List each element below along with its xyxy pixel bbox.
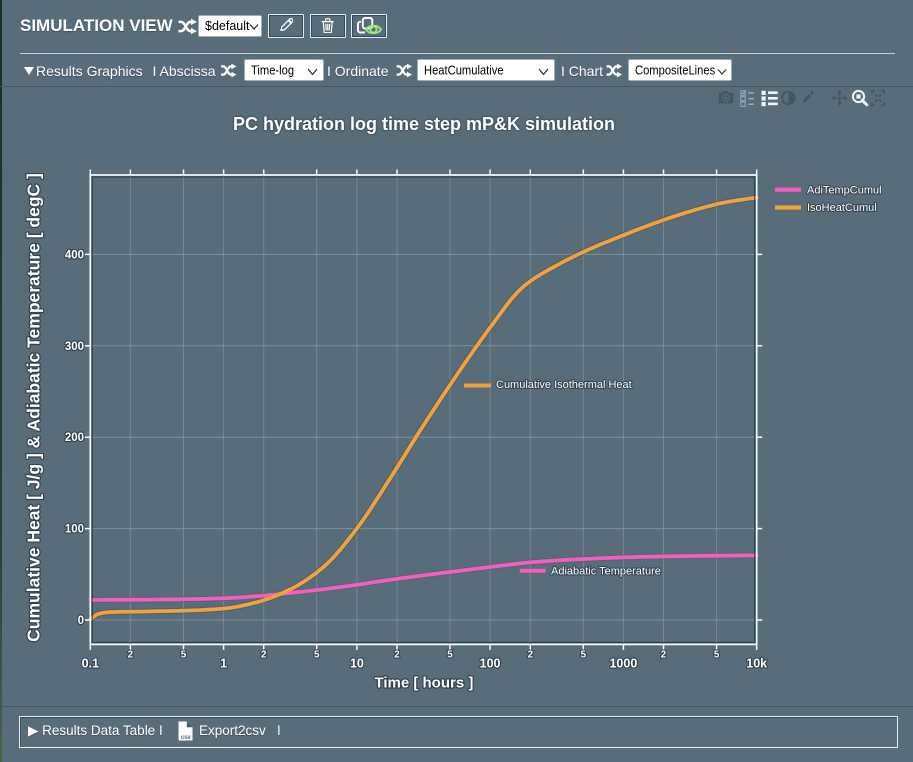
svg-text:2: 2	[128, 650, 134, 661]
svg-text:1: 1	[220, 657, 227, 671]
svg-text:5: 5	[447, 650, 453, 661]
svg-text:IsoHeatCumul: IsoHeatCumul	[807, 202, 877, 214]
svg-text:csv: csv	[181, 733, 191, 740]
svg-text:5: 5	[581, 650, 587, 661]
svg-text:AdiTempCumul: AdiTempCumul	[807, 184, 882, 196]
svg-text:5: 5	[714, 650, 720, 661]
svg-text:5: 5	[314, 650, 320, 661]
svg-text:2: 2	[661, 650, 667, 661]
svg-text:2: 2	[528, 650, 534, 661]
svg-text:100: 100	[65, 524, 84, 536]
svg-text:0: 0	[78, 615, 84, 627]
svg-text:200: 200	[65, 432, 84, 444]
svg-text:5: 5	[181, 650, 187, 661]
svg-text:400: 400	[65, 249, 84, 261]
svg-text:2: 2	[261, 650, 267, 661]
svg-text:2: 2	[394, 650, 400, 661]
svg-text:1000: 1000	[609, 657, 637, 671]
svg-text:300: 300	[65, 341, 84, 353]
svg-text:Cumulative Isothermal Heat: Cumulative Isothermal Heat	[496, 379, 632, 391]
svg-text:100: 100	[480, 657, 501, 671]
svg-text:10: 10	[350, 657, 364, 671]
svg-text:Adiabatic Temperature: Adiabatic Temperature	[551, 566, 661, 578]
svg-text:Time [ hours ]: Time [ hours ]	[374, 674, 473, 691]
svg-text:10k: 10k	[746, 657, 767, 671]
svg-text:Cumulative Heat [ J/g ] & Adia: Cumulative Heat [ J/g ] & Adiabatic Temp…	[24, 173, 44, 642]
svg-text:0.1: 0.1	[82, 657, 99, 671]
